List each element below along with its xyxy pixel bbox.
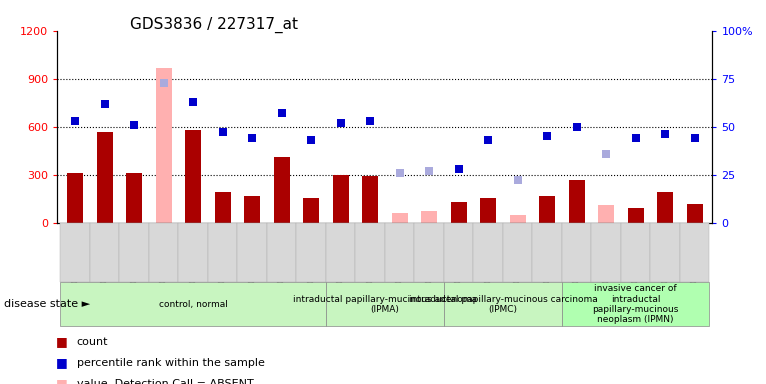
Bar xyxy=(185,130,201,223)
Point xyxy=(335,120,347,126)
Bar xyxy=(509,215,525,223)
Bar xyxy=(421,211,437,223)
Bar xyxy=(214,192,231,223)
Point xyxy=(69,118,81,124)
Text: percentile rank within the sample: percentile rank within the sample xyxy=(77,358,264,368)
Text: ■: ■ xyxy=(55,377,67,384)
Bar xyxy=(598,205,614,223)
Point xyxy=(276,110,288,116)
Point xyxy=(571,124,583,130)
Bar xyxy=(539,196,555,223)
Text: value, Detection Call = ABSENT: value, Detection Call = ABSENT xyxy=(77,379,254,384)
Bar xyxy=(303,198,319,223)
Text: disease state ►: disease state ► xyxy=(4,299,90,310)
Text: invasive cancer of
intraductal
papillary-mucinous
neoplasm (IPMN): invasive cancer of intraductal papillary… xyxy=(592,284,679,324)
Point xyxy=(689,135,701,141)
Bar xyxy=(362,175,378,223)
Point xyxy=(158,79,170,86)
Bar xyxy=(126,173,142,223)
Bar xyxy=(273,157,290,223)
Text: count: count xyxy=(77,337,108,347)
Bar xyxy=(568,180,584,223)
Text: GDS3836 / 227317_at: GDS3836 / 227317_at xyxy=(130,17,298,33)
Point xyxy=(659,131,671,137)
Point xyxy=(453,166,465,172)
Bar xyxy=(686,204,702,223)
Point xyxy=(364,118,376,124)
Bar xyxy=(67,173,83,223)
Point xyxy=(246,135,258,141)
Point xyxy=(423,168,435,174)
Point xyxy=(187,99,199,105)
Text: intraductal papillary-mucinous carcinoma
(IPMC): intraductal papillary-mucinous carcinoma… xyxy=(408,295,597,314)
Bar xyxy=(657,192,673,223)
Point xyxy=(600,151,612,157)
Bar xyxy=(391,213,408,223)
Bar xyxy=(450,202,466,223)
Text: intraductal papillary-mucinous adenoma
(IPMA): intraductal papillary-mucinous adenoma (… xyxy=(293,295,477,314)
Text: ■: ■ xyxy=(55,356,67,369)
Text: ■: ■ xyxy=(55,335,67,348)
Bar xyxy=(97,131,113,223)
Point xyxy=(630,135,642,141)
Point xyxy=(394,170,406,176)
Point xyxy=(541,133,553,139)
Point xyxy=(128,122,140,128)
Bar xyxy=(155,68,172,223)
Point xyxy=(99,101,111,107)
Point xyxy=(217,129,229,136)
Point xyxy=(305,137,317,143)
Point xyxy=(512,177,524,184)
Bar xyxy=(332,175,349,223)
Point xyxy=(482,137,494,143)
Text: control, normal: control, normal xyxy=(159,300,228,309)
Bar xyxy=(627,208,643,223)
Bar xyxy=(244,196,260,223)
Bar xyxy=(480,198,496,223)
